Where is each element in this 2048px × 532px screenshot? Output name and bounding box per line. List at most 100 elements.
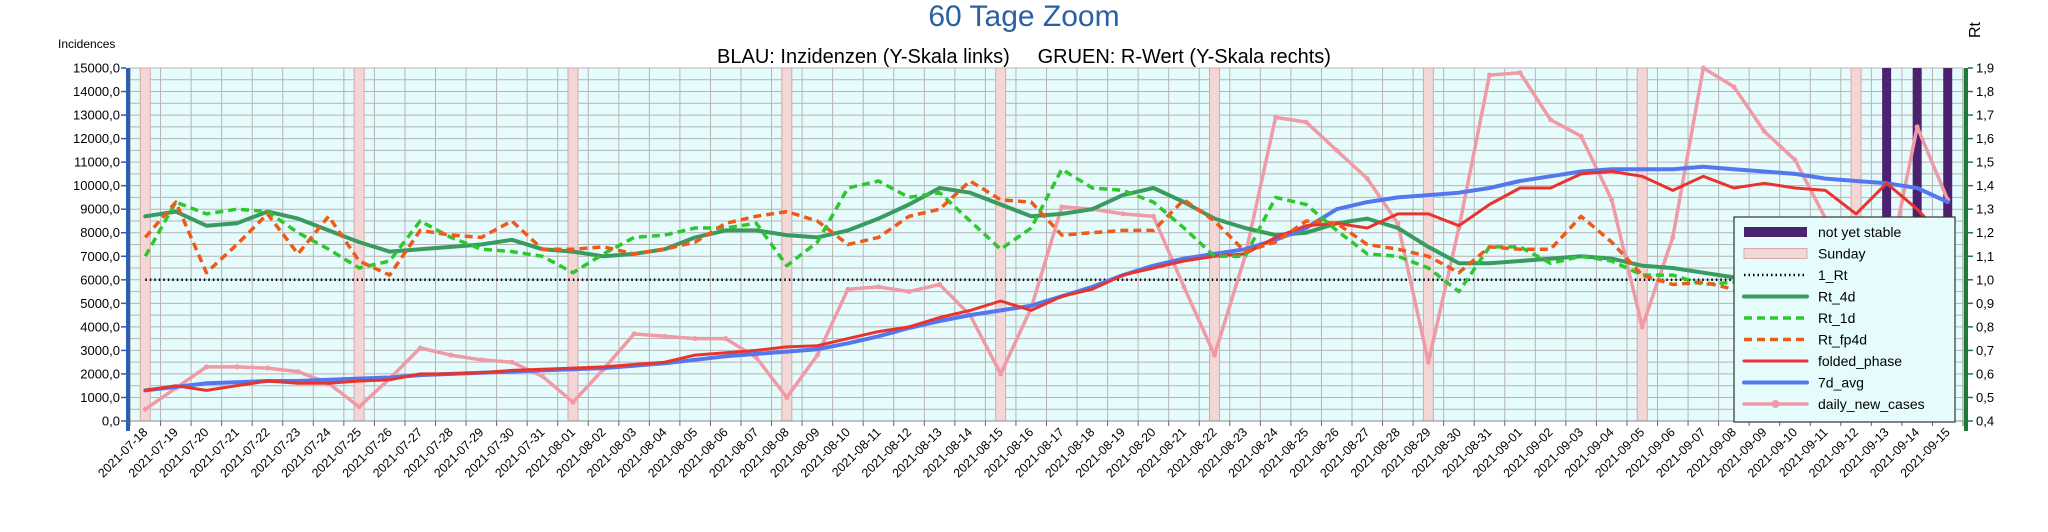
right-y-tick-label: 1,1 [1976,249,1994,264]
right-axis-bar [1964,68,1968,431]
data-point [1150,213,1156,219]
data-point [1700,65,1706,71]
axes [126,68,1968,431]
data-point [723,336,729,342]
left-y-tick-label: 5000,0 [80,296,120,311]
legend: not yet stable Sunday 1_Rt Rt_4d Rt_1d Rt_fp4… [1733,216,1956,423]
legend-label: 1_Rt [1818,267,1848,283]
right-y-tick-label: 1,5 [1976,155,1994,170]
sunday-bar [1209,67,1221,422]
right-y-tick-label: 1,8 [1976,84,1994,99]
legend-label: not yet stable [1818,224,1901,240]
data-point [784,394,790,400]
data-point [1731,84,1737,90]
data-point [814,352,820,358]
legend-label: Rt_1d [1818,310,1855,326]
right-y-tick-labels: 0,4 0,5 0,6 0,7 0,8 0,9 1,0 1,1 1,2 1,3 1,4 1,5 1,6 1… [1968,61,1994,429]
data-point [1548,117,1554,123]
x-tick-labels: 2021-07-182021-07-192021-07-202021-07-21… [95,425,1953,480]
right-y-tick-label: 1,6 [1976,131,1994,146]
legend-label: Rt_fp4d [1818,332,1867,348]
left-y-tick-label: 8000,0 [80,225,120,240]
data-point [906,289,912,295]
data-point [1334,147,1340,153]
left-y-tick-label: 3000,0 [80,343,120,358]
series-lines [142,65,1951,412]
data-point [264,365,270,371]
left-y-tick-label: 9000,0 [80,202,120,217]
data-point [937,282,943,288]
series-folded-phase [143,170,1950,392]
left-y-tick-label: 6000,0 [80,272,120,287]
data-point [1639,324,1645,330]
right-y-tick-label: 0,4 [1976,414,1994,429]
legend-label: Rt_4d [1818,289,1855,305]
right-y-tick-label: 1,7 [1976,108,1994,123]
left-y-tick-labels: 0,0 1000,0 2000,0 3000,0 4000,0 5000,0 6000,0 7… [73,61,126,429]
right-y-tick-label: 0,9 [1976,296,1994,311]
data-point [417,345,423,351]
data-point [478,357,484,363]
data-point [1609,197,1615,203]
left-y-tick-label: 11000,0 [74,155,120,170]
y2-axis-label: Rt [1967,21,1984,38]
data-point [142,406,148,412]
right-y-tick-label: 0,6 [1976,366,1994,381]
legend-label: 7d_avg [1818,375,1864,391]
left-y-tick-label: 13000,0 [73,108,120,123]
data-point [1578,133,1584,139]
data-point [509,359,515,365]
data-point [448,352,454,358]
legend-label: folded_phase [1818,353,1902,369]
data-point [692,336,698,342]
chart-title: 60 Tage Zoom [928,0,1119,33]
left-y-tick-label: 14000,0 [73,84,120,99]
left-y-tick-label: 0,0 [102,414,120,429]
left-y-tick-label: 7000,0 [80,249,120,264]
data-point [1761,129,1767,135]
data-point [570,399,576,405]
right-y-tick-label: 1,0 [1976,272,1994,287]
legend-swatch [1744,227,1807,237]
data-point [295,369,301,375]
data-point [234,364,240,370]
y-axis-label: Incidences [58,37,115,51]
right-y-tick-label: 1,2 [1976,225,1994,240]
sunday-bar [139,67,151,422]
data-point [1181,284,1187,290]
sunday-bar [781,67,793,422]
left-y-tick-label: 1000,0 [80,390,120,405]
data-point [875,284,881,290]
left-y-tick-label: 15000,0 [73,61,120,76]
data-point [1273,114,1279,120]
data-point [1059,204,1065,210]
series-Rt-4d [143,186,1950,308]
left-y-tick-label: 10000,0 [73,178,120,193]
left-y-tick-label: 2000,0 [80,366,120,381]
right-y-tick-label: 0,8 [1976,319,1994,334]
right-y-tick-label: 1,9 [1976,61,1994,76]
right-y-tick-label: 0,5 [1976,390,1994,405]
left-y-tick-label: 12000,0 [73,131,120,146]
data-point [203,364,209,370]
data-point [631,331,637,337]
data-point [1212,352,1218,358]
data-point [1364,176,1370,182]
chart-subtitle: BLAU: Inzidenzen (Y-Skala links) GRUEN: … [717,46,1331,68]
plot-area [129,65,1964,422]
data-point [845,286,851,292]
data-point [539,373,545,379]
data-point [1486,72,1492,78]
right-y-tick-label: 0,7 [1976,343,1994,358]
data-point [1303,119,1309,125]
data-point [1517,70,1523,76]
data-point [998,371,1004,377]
series-Rt-fp4d [143,179,1949,319]
right-y-tick-label: 1,3 [1976,202,1994,217]
data-point [1395,220,1401,226]
legend-swatch [1743,248,1808,259]
legend-label: daily_new_cases [1818,396,1925,412]
left-y-tick-label: 4000,0 [80,319,120,334]
right-y-tick-label: 1,4 [1976,178,1994,193]
